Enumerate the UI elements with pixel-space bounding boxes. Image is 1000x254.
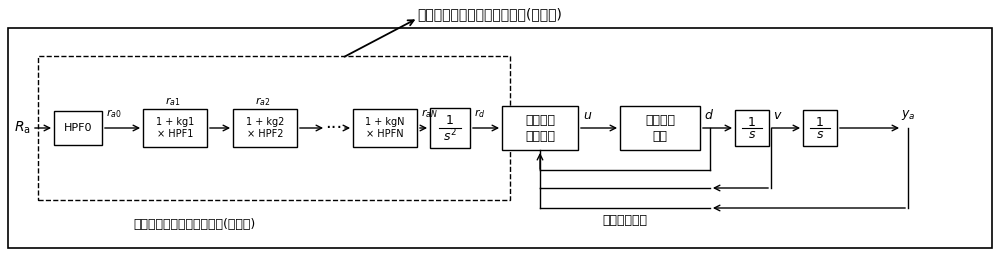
Text: 控制方法: 控制方法: [525, 131, 555, 144]
Text: 频域分段加速度伺服控制器(串联式): 频域分段加速度伺服控制器(串联式): [134, 218, 256, 231]
Text: 1 + kg2
× HPF2: 1 + kg2 × HPF2: [246, 117, 284, 139]
Text: 1 + kg1
× HPF1: 1 + kg1 × HPF1: [156, 117, 194, 139]
Bar: [803, 110, 837, 146]
Text: $r_d$: $r_d$: [474, 107, 486, 120]
Bar: [38, 56, 510, 200]
Text: $R_\mathrm{a}$: $R_\mathrm{a}$: [14, 120, 30, 136]
Bar: [143, 109, 207, 147]
Bar: [502, 106, 578, 150]
Text: $s$: $s$: [816, 129, 824, 141]
Text: 振动控制: 振动控制: [645, 115, 675, 128]
Text: 硬件: 硬件: [652, 131, 668, 144]
Text: ···: ···: [325, 119, 343, 137]
Text: 状态反馈信号: 状态反馈信号: [602, 214, 648, 227]
Bar: [353, 109, 417, 147]
Text: $r_{a0}$: $r_{a0}$: [106, 107, 122, 120]
Text: 1: 1: [446, 115, 454, 128]
Text: $d$: $d$: [704, 108, 714, 122]
Bar: [233, 109, 297, 147]
Text: 1: 1: [748, 116, 756, 129]
Text: 1 + kgN
× HPFN: 1 + kgN × HPFN: [365, 117, 405, 139]
Text: $s$: $s$: [748, 129, 756, 141]
Bar: [620, 106, 700, 150]
Text: $r_{a2}$: $r_{a2}$: [255, 95, 271, 108]
Text: $r_{aN}$: $r_{aN}$: [421, 107, 437, 120]
Text: $r_{a1}$: $r_{a1}$: [165, 95, 181, 108]
Text: $u$: $u$: [583, 109, 593, 122]
Bar: [8, 28, 992, 248]
Text: $y_a$: $y_a$: [901, 108, 915, 122]
Text: 1: 1: [816, 116, 824, 129]
Text: HPF0: HPF0: [64, 123, 92, 133]
Text: $s^2$: $s^2$: [443, 128, 457, 144]
Text: $v$: $v$: [773, 109, 783, 122]
Text: 位移伺服: 位移伺服: [525, 115, 555, 128]
Bar: [735, 110, 769, 146]
Bar: [430, 108, 470, 148]
Bar: [54, 111, 102, 145]
Text: 频域分段加速度伺服控制方法(串联式): 频域分段加速度伺服控制方法(串联式): [418, 7, 562, 21]
